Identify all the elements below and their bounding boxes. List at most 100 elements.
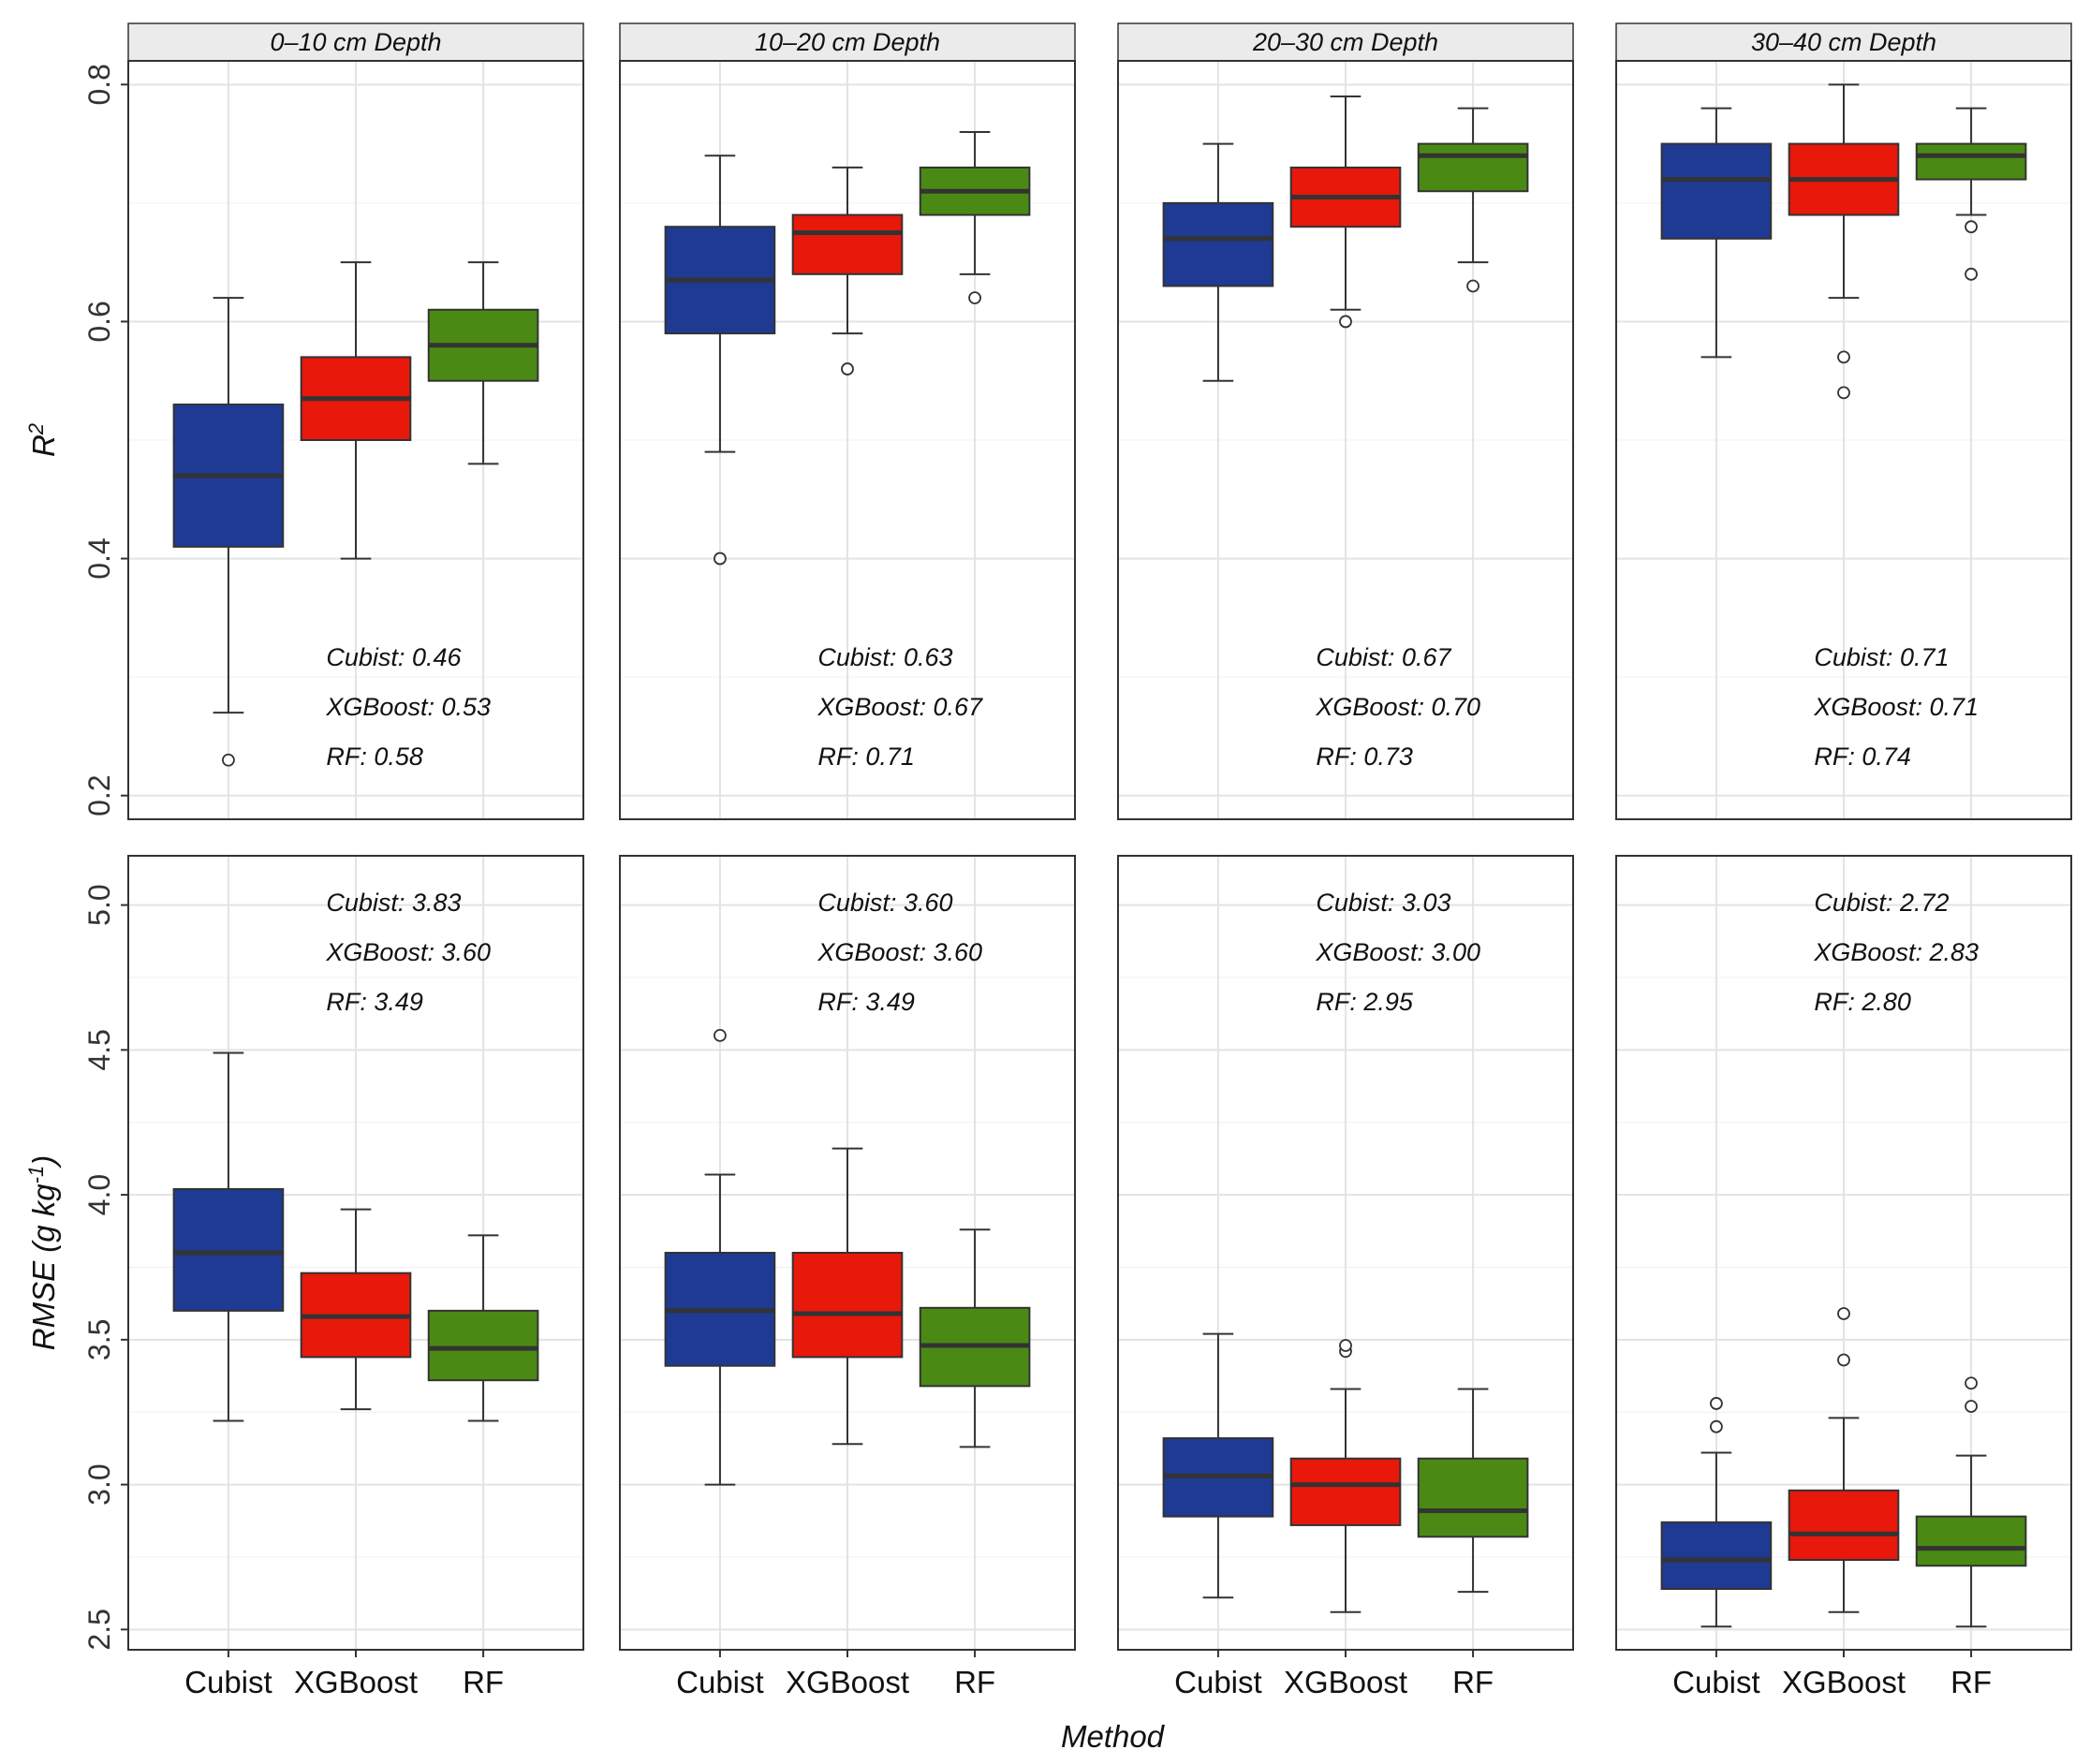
outlier-point: [222, 753, 235, 767]
mean-annotation: RF: 0.58: [326, 742, 423, 771]
facet-strip: [1615, 22, 2072, 62]
box-cubist: [664, 1028, 776, 1486]
x-category-label: Cubist: [1174, 1665, 1262, 1699]
mean-annotation: Cubist: 2.72: [1814, 889, 1949, 917]
mean-annotation: RF: 0.71: [817, 742, 915, 771]
mean-annotation: RF: 0.74: [1814, 742, 1911, 771]
box-cubist: [172, 297, 285, 767]
y-axis-title: R2: [24, 423, 62, 457]
x-category-label: XGBoost: [1284, 1665, 1407, 1699]
y-axis-title-superscript: 2: [24, 423, 48, 435]
facet-strip: [619, 22, 1076, 62]
outlier-point: [1965, 267, 1978, 281]
box-rf: [1417, 107, 1529, 293]
panel-border: [619, 60, 1076, 820]
outlier-point: [1965, 220, 1978, 234]
outlier-point: [1965, 1400, 1978, 1413]
box-xgboost: [1788, 1307, 1900, 1613]
y-tick-label: 5.0: [82, 884, 116, 925]
mean-annotation: Cubist: 3.83: [326, 889, 461, 917]
box-rf: [919, 1228, 1031, 1448]
panel-rmse-2: Cubist: 3.60 XGBoost: 3.60 RF: 3.49 Cubist X…: [619, 855, 1076, 1699]
y-tick-label: 0.8: [82, 64, 116, 105]
outlier-point: [1837, 386, 1850, 400]
panel-r2-2: 10–20 cm Depth Cubist: 0.63 XGBoost: 0.67 R…: [619, 22, 1076, 820]
mean-annotation: XGBoost: 0.71: [1813, 693, 1979, 721]
box-cubist: [664, 154, 776, 566]
mean-annotation: Cubist: 0.67: [1316, 643, 1451, 671]
box-xgboost: [1788, 83, 1900, 400]
iqr-box: [1915, 1515, 2027, 1567]
outlier-point: [714, 551, 727, 566]
mean-annotation: XGBoost: 3.60: [325, 938, 491, 966]
x-category-label: Cubist: [1672, 1665, 1760, 1699]
iqr-box: [1162, 201, 1274, 287]
facet-label: 10–20 cm Depth: [755, 28, 940, 56]
mean-annotation: RF: 2.80: [1814, 988, 1911, 1016]
box-xgboost: [1289, 95, 1402, 329]
box-cubist: [1162, 1332, 1274, 1599]
box-cubist: [172, 1051, 285, 1422]
panel-rmse-4: Cubist: 2.72 XGBoost: 2.83 RF: 2.80 Cubist X…: [1615, 855, 2072, 1699]
iqr-box: [791, 213, 904, 275]
box-rf: [1417, 1388, 1529, 1594]
outlier-point: [1837, 1353, 1850, 1367]
mean-annotation: Cubist: 0.71: [1814, 643, 1949, 671]
panel-border: [1615, 60, 2072, 820]
iqr-box: [1417, 1457, 1529, 1538]
y-tick-label: 0.4: [82, 537, 116, 579]
x-category-label: RF: [1452, 1665, 1494, 1699]
facet-strip: [127, 22, 584, 62]
mean-annotation: XGBoost: 0.70: [1315, 693, 1480, 721]
x-category-label: Cubist: [676, 1665, 764, 1699]
mean-annotation: RF: 2.95: [1316, 988, 1414, 1016]
iqr-box: [172, 1187, 285, 1312]
y-tick-label: 2.5: [82, 1609, 116, 1650]
y-axis-title: RMSE (g kg-1): [24, 1155, 62, 1350]
x-category-label: RF: [463, 1665, 504, 1699]
iqr-box: [1915, 142, 2027, 181]
mean-annotation: Cubist: 0.46: [326, 643, 462, 671]
panel-r2-1: 0–10 cm Depth Cubist: 0.46 XGBoost: 0.53 RF…: [82, 22, 584, 820]
y-tick-label: 3.0: [82, 1463, 116, 1505]
mean-annotation: Cubist: 0.63: [817, 643, 952, 671]
box-cubist: [1162, 142, 1274, 382]
outlier-point: [1965, 1376, 1978, 1390]
mean-annotation: Cubist: 3.03: [1316, 889, 1450, 917]
outlier-point: [841, 362, 854, 375]
y-axis-title-main: RMSE (g kg: [26, 1183, 61, 1351]
y-axis-title-main: R: [26, 434, 61, 457]
mean-annotation: RF: 0.73: [1316, 742, 1413, 771]
mean-annotation: XGBoost: 3.60: [817, 938, 982, 966]
iqr-box: [427, 1309, 539, 1382]
outlier-point: [1339, 1339, 1352, 1352]
outlier-point: [1710, 1397, 1723, 1410]
box-xgboost: [791, 166, 904, 375]
facet-label: 0–10 cm Depth: [270, 28, 441, 56]
y-tick-label: 4.5: [82, 1029, 116, 1070]
outlier-point: [714, 1028, 727, 1042]
x-axis-title: Method: [1061, 1719, 1166, 1754]
mean-annotation: XGBoost: 0.67: [817, 693, 983, 721]
panel-rmse-3: Cubist: 3.03 XGBoost: 3.00 RF: 2.95 Cubist X…: [1117, 855, 1574, 1699]
iqr-box: [1788, 1489, 1900, 1562]
x-category-label: XGBoost: [786, 1665, 909, 1699]
panel-r2-4: 30–40 cm Depth Cubist: 0.71 XGBoost: 0.71 R…: [1615, 22, 2072, 820]
box-xgboost: [1289, 1339, 1402, 1613]
x-category-label: RF: [954, 1665, 995, 1699]
x-category-label: XGBoost: [1782, 1665, 1906, 1699]
mean-annotation: XGBoost: 3.00: [1315, 938, 1480, 966]
outlier-point: [1339, 315, 1352, 329]
panel-border: [1117, 60, 1574, 820]
box-xgboost: [300, 261, 412, 560]
mean-annotation: XGBoost: 2.83: [1813, 938, 1979, 966]
mean-annotation: Cubist: 3.60: [817, 889, 952, 917]
facet-label: 30–40 cm Depth: [1751, 28, 1936, 56]
box-rf: [1915, 1376, 2027, 1628]
box-rf: [427, 1234, 539, 1422]
y-tick-label: 0.2: [82, 774, 116, 816]
box-rf: [1915, 107, 2027, 281]
x-category-label: Cubist: [184, 1665, 272, 1699]
y-axis-title-superscript: -1: [24, 1166, 48, 1184]
